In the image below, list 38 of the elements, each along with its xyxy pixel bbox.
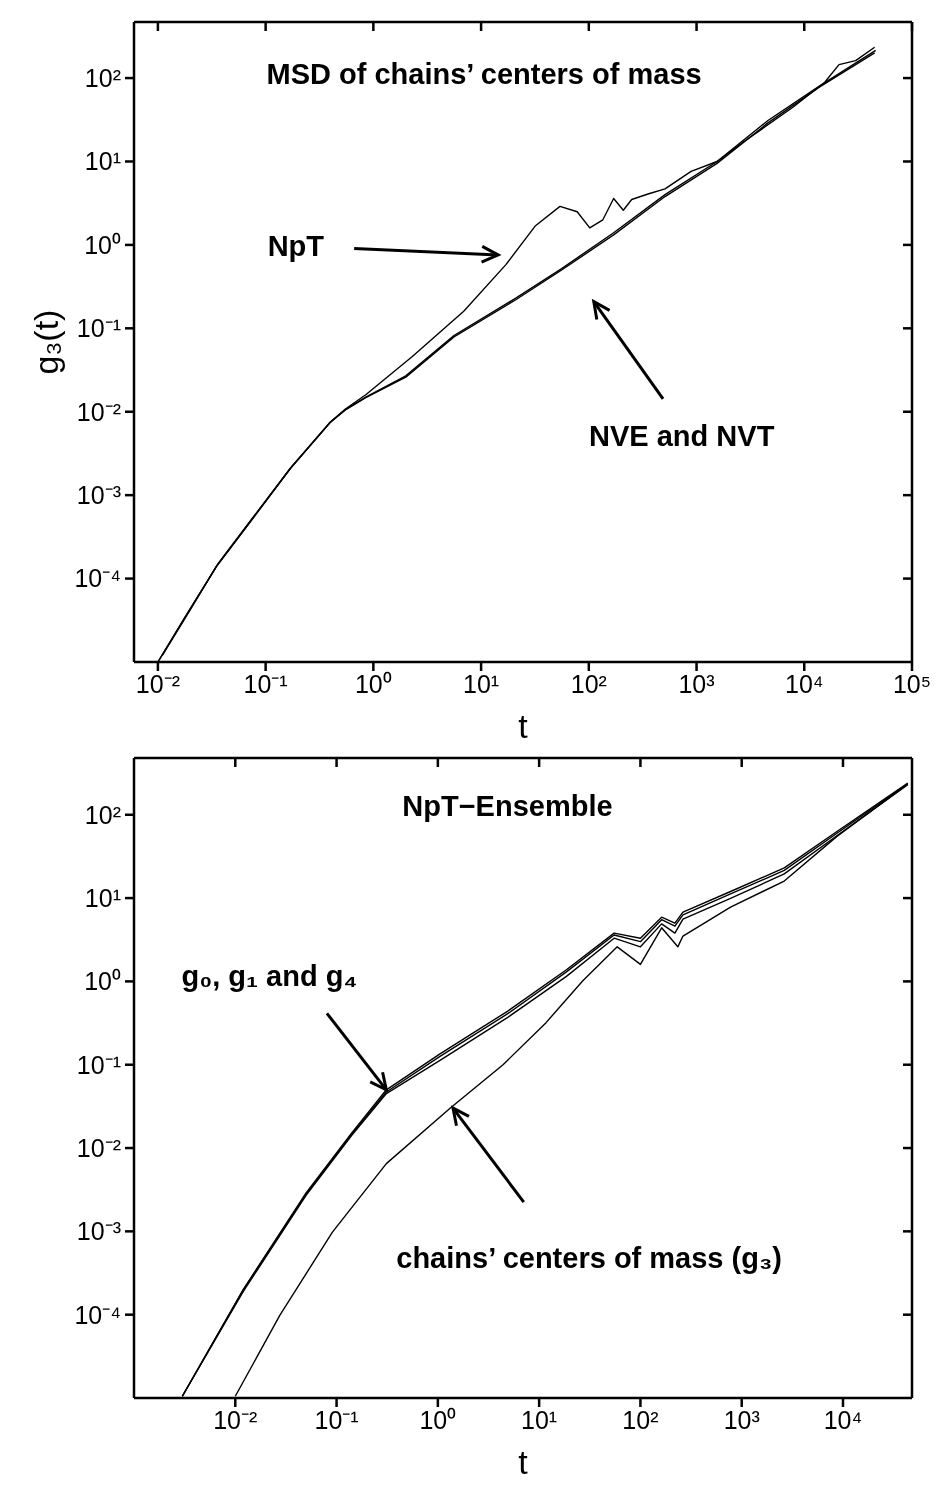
text: NpT−Ensemble bbox=[402, 790, 613, 823]
annotation: g₀, g₁ and g₄ bbox=[181, 959, 358, 992]
y-tick-label: 10¹ bbox=[84, 147, 121, 176]
y-tick-label: 10² bbox=[84, 800, 121, 829]
x-tick-label: 10¹ bbox=[463, 669, 500, 698]
y-tick-label: 10⁻¹ bbox=[76, 1050, 121, 1079]
y-tick-label: 10⁻² bbox=[76, 1133, 121, 1162]
x-tick-label: 10⁻² bbox=[213, 1405, 258, 1434]
x-tick-label: 10⁻¹ bbox=[243, 669, 288, 698]
x-tick-label: 10⁴ bbox=[784, 669, 824, 698]
text: MSD of chains’ centers of mass bbox=[266, 58, 702, 91]
x-tick-label: 10² bbox=[622, 1405, 659, 1434]
y-tick-label: 10⁻² bbox=[76, 397, 121, 426]
x-tick-label: 10³ bbox=[723, 1405, 760, 1434]
x-axis-title: t bbox=[518, 707, 529, 745]
x-tick-label: 10² bbox=[570, 669, 607, 698]
y-tick-label: 10⁻⁴ bbox=[74, 1300, 121, 1329]
y-axis-title: g₃(t) bbox=[27, 309, 66, 375]
x-tick-label: 10³ bbox=[678, 669, 715, 698]
x-tick-label: 10⁰ bbox=[354, 669, 392, 698]
x-tick-label: 10⁻¹ bbox=[314, 1405, 359, 1434]
y-tick-label: 10⁻³ bbox=[76, 1217, 121, 1246]
y-tick-label: 10⁻¹ bbox=[76, 314, 121, 343]
y-tick-label: 10¹ bbox=[84, 883, 121, 912]
x-axis-title: t bbox=[518, 1443, 529, 1481]
x-tick-label: 10⁵ bbox=[892, 669, 932, 698]
y-tick-label: 10⁰ bbox=[84, 230, 121, 259]
y-tick-label: 10⁻³ bbox=[76, 481, 121, 510]
annotation: chains’ centers of mass (g₃) bbox=[396, 1242, 782, 1275]
x-tick-label: 10⁰ bbox=[419, 1405, 457, 1434]
y-tick-label: 10⁻⁴ bbox=[74, 564, 121, 593]
y-tick-label: 10² bbox=[84, 63, 121, 92]
annotation: NpT bbox=[267, 230, 325, 263]
x-tick-label: 10⁻² bbox=[135, 669, 180, 698]
y-tick-label: 10⁰ bbox=[84, 967, 121, 996]
x-tick-label: 10¹ bbox=[521, 1405, 558, 1434]
x-tick-label: 10⁴ bbox=[823, 1405, 863, 1434]
annotation: NVE and NVT bbox=[589, 419, 775, 452]
